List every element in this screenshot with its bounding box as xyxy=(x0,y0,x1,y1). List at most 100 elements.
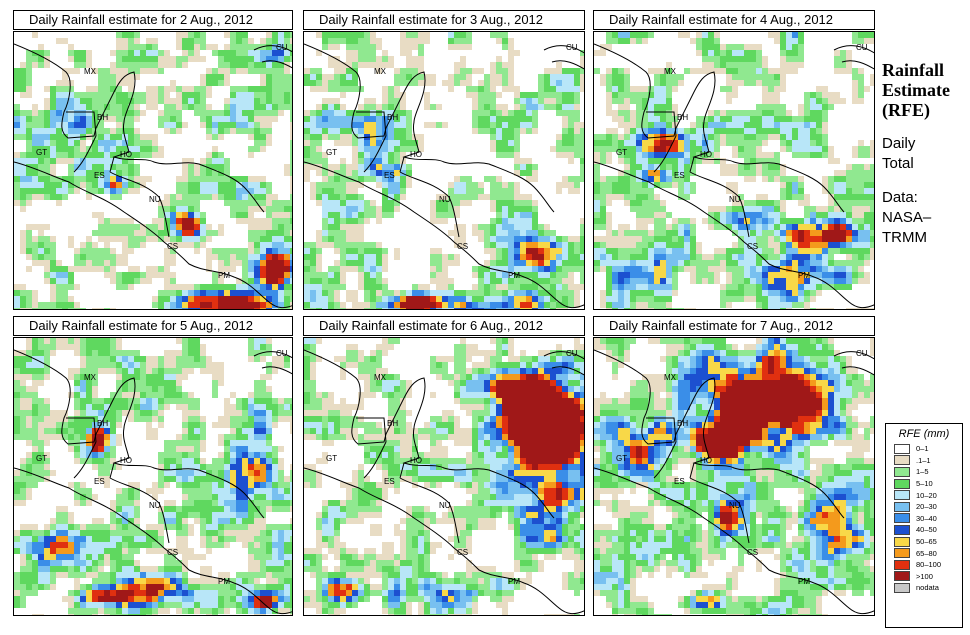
rainfall-cell xyxy=(236,182,242,188)
rainfall-cell xyxy=(768,248,774,254)
rainfall-cell xyxy=(92,182,98,188)
rainfall-cell xyxy=(80,170,86,176)
rainfall-cell xyxy=(526,104,532,110)
rainfall-cell xyxy=(466,302,472,308)
rainfall-map[interactable]: MX BH GT HO ES NU CS PM CU xyxy=(13,337,293,616)
rainfall-cell xyxy=(732,248,738,254)
rainfall-cell xyxy=(672,152,678,158)
rainfall-cell xyxy=(340,266,346,272)
rainfall-cell xyxy=(272,278,278,284)
rainfall-cell xyxy=(278,74,284,80)
rainfall-cell xyxy=(562,296,568,302)
rainfall-cell xyxy=(574,122,580,128)
rainfall-cell xyxy=(684,182,690,188)
rainfall-cell xyxy=(316,158,322,164)
rainfall-cell xyxy=(50,236,56,242)
rainfall-cell xyxy=(594,254,600,260)
rainfall-cell xyxy=(702,44,708,50)
rainfall-cell xyxy=(364,266,370,272)
rainfall-cell xyxy=(544,302,550,308)
rainfall-cell xyxy=(182,392,188,398)
rainfall-cell xyxy=(720,212,726,218)
rainfall-cell xyxy=(26,188,32,194)
rainfall-cell xyxy=(236,38,242,44)
rainfall-cell xyxy=(328,194,334,200)
rainfall-cell xyxy=(334,74,340,80)
rainfall-cell xyxy=(206,260,212,266)
rainfall-cell xyxy=(798,176,804,182)
rainfall-cell xyxy=(236,422,242,428)
rainfall-cell xyxy=(648,230,654,236)
rainfall-cell xyxy=(68,134,74,140)
rainfall-cell xyxy=(678,308,684,309)
rainfall-cell xyxy=(376,134,382,140)
rainfall-cell xyxy=(254,344,260,350)
rainfall-cell xyxy=(272,308,278,309)
rainfall-cell xyxy=(200,218,206,224)
rainfall-cell xyxy=(254,380,260,386)
rainfall-cell xyxy=(242,104,248,110)
rainfall-cell xyxy=(260,80,266,86)
rainfall-cell xyxy=(62,188,68,194)
rainfall-cell xyxy=(562,128,568,134)
rainfall-cell xyxy=(726,182,732,188)
rainfall-cell xyxy=(382,254,388,260)
rainfall-cell xyxy=(242,188,248,194)
rainfall-cell xyxy=(310,188,316,194)
rainfall-cell xyxy=(502,284,508,290)
rainfall-cell xyxy=(726,164,732,170)
rainfall-cell xyxy=(828,254,834,260)
rainfall-cell xyxy=(490,140,496,146)
rainfall-map[interactable]: MX BH GT HO ES NU CS PM CU xyxy=(593,31,875,310)
rainfall-cell xyxy=(206,170,212,176)
rainfall-cell xyxy=(260,188,266,194)
rainfall-cell xyxy=(26,434,32,440)
rainfall-cell xyxy=(352,308,358,309)
rainfall-cell xyxy=(310,164,316,170)
rainfall-cell xyxy=(714,158,720,164)
rainfall-cell xyxy=(472,308,478,309)
rainfall-cell xyxy=(158,224,164,230)
rainfall-cell xyxy=(852,182,858,188)
rainfall-cell xyxy=(170,374,176,380)
rainfall-cell xyxy=(146,68,152,74)
rainfall-cell xyxy=(170,212,176,218)
rainfall-cell xyxy=(382,140,388,146)
rainfall-cell xyxy=(122,164,128,170)
rainfall-cell xyxy=(194,218,200,224)
rainfall-cell xyxy=(358,254,364,260)
rainfall-cell xyxy=(852,92,858,98)
rainfall-cell xyxy=(580,134,584,140)
rainfall-cell xyxy=(224,308,230,309)
rainfall-cell xyxy=(804,218,810,224)
rainfall-cell xyxy=(50,122,56,128)
rainfall-cell xyxy=(490,134,496,140)
rainfall-cell xyxy=(508,68,514,74)
rainfall-cell xyxy=(732,200,738,206)
rainfall-cell xyxy=(448,296,454,302)
rainfall-cell xyxy=(164,302,170,308)
rainfall-cell xyxy=(648,68,654,74)
rainfall-cell xyxy=(80,356,86,362)
rainfall-map[interactable]: MX BH GT HO ES NU CS PM CU xyxy=(303,31,585,310)
rainfall-cell xyxy=(642,218,648,224)
rainfall-cell xyxy=(804,104,810,110)
rainfall-cell xyxy=(798,122,804,128)
rainfall-cell xyxy=(254,50,260,56)
rainfall-cell xyxy=(630,128,636,134)
rainfall-cell xyxy=(418,134,424,140)
rainfall-cell xyxy=(520,308,526,309)
rainfall-cell xyxy=(828,230,834,236)
rainfall-cell xyxy=(594,188,600,194)
rainfall-cell xyxy=(188,416,194,422)
rainfall-cell xyxy=(200,104,206,110)
rainfall-cell xyxy=(762,74,768,80)
rainfall-cell xyxy=(230,446,236,452)
rainfall-map[interactable]: MX BH GT HO ES NU CS PM CU xyxy=(13,31,293,310)
rainfall-cell xyxy=(272,206,278,212)
rainfall-cell xyxy=(358,266,364,272)
rainfall-cell xyxy=(684,128,690,134)
rainfall-cell xyxy=(146,56,152,62)
rainfall-cell xyxy=(346,116,352,122)
rainfall-cell xyxy=(212,230,218,236)
